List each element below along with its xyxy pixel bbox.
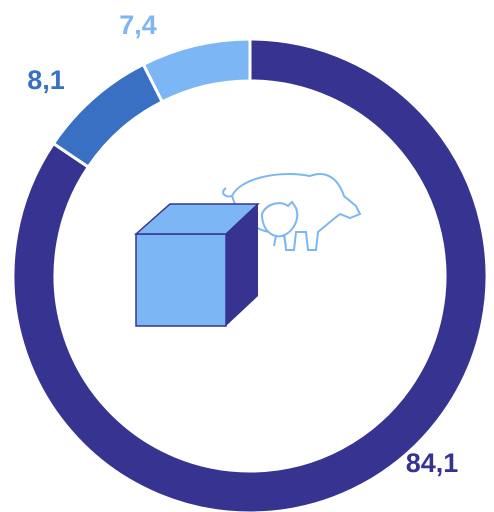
- data-label: 8,1: [27, 65, 65, 95]
- chicken: [262, 202, 297, 236]
- data-label: 84,1: [406, 448, 459, 478]
- donut-segment: [143, 39, 250, 102]
- illustration: [136, 174, 360, 326]
- chicken-legs: [274, 236, 286, 246]
- chart: 84,1 8,1 7,4: [0, 0, 494, 512]
- cube-front: [136, 234, 226, 326]
- pig-tail: [223, 188, 232, 196]
- donut-segment: [53, 64, 162, 167]
- data-label: 7,4: [119, 10, 157, 40]
